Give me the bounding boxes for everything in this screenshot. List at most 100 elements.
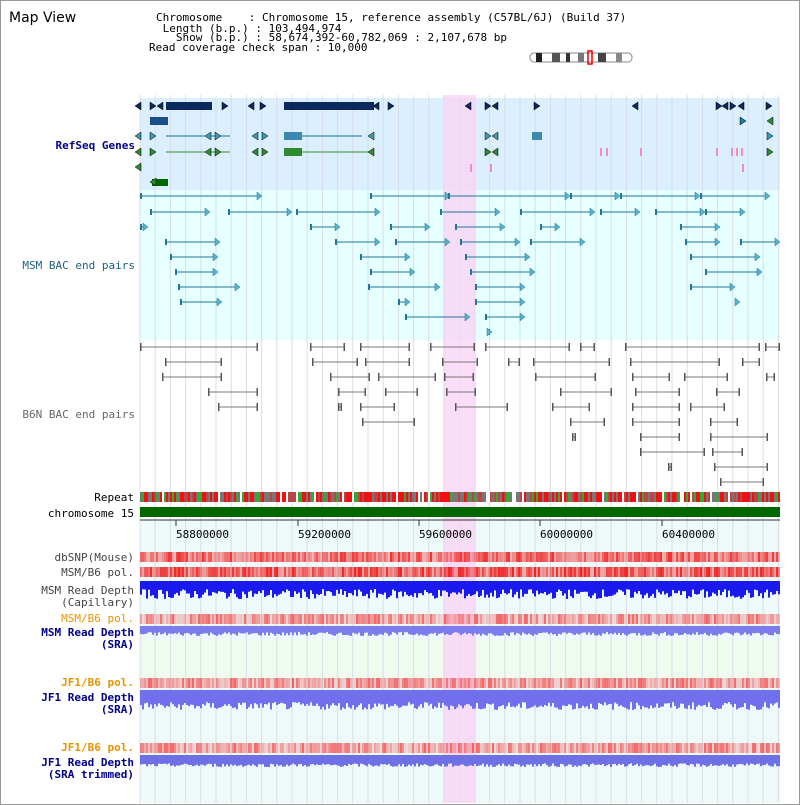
repeat-bar <box>606 492 608 502</box>
depth-bar <box>764 755 766 766</box>
heat-cell <box>170 567 172 577</box>
depth-bar <box>532 690 534 707</box>
depth-bar <box>744 581 746 596</box>
track-label-msm-b6-pol-1[interactable]: MSM/B6 pol. <box>61 566 134 579</box>
heat-cell <box>694 567 696 577</box>
repeat-bar <box>296 492 298 502</box>
heat-cell <box>624 552 626 562</box>
repeat-bar <box>156 492 158 502</box>
track-label-msm-bac[interactable]: MSM BAC end pairs <box>22 259 135 272</box>
heat-cell <box>716 743 718 753</box>
heat-cell <box>530 678 532 688</box>
depth-bar <box>612 626 614 635</box>
depth-bar <box>624 581 626 596</box>
heat-cell <box>768 678 770 688</box>
depth-bar <box>330 690 332 706</box>
repeat-bar <box>640 492 642 502</box>
heat-cell <box>526 743 528 753</box>
depth-bar <box>182 626 184 636</box>
depth-bar <box>466 755 468 767</box>
depth-bar <box>252 755 254 765</box>
depth-bar <box>200 690 202 709</box>
track-label-refseq[interactable]: RefSeq Genes <box>55 139 135 152</box>
depth-bar <box>536 690 538 708</box>
heat-cell <box>650 552 652 562</box>
track-label-dbsnp[interactable]: dbSNP(Mouse) <box>54 551 134 564</box>
track-label-jf1-b6-pol-1[interactable]: JF1/B6 pol. <box>61 676 134 689</box>
depth-bar <box>394 755 396 767</box>
heat-cell <box>630 552 632 562</box>
depth-bar <box>218 690 220 708</box>
track-label-repeat[interactable]: Repeat <box>94 491 134 504</box>
heat-cell <box>494 567 496 577</box>
heat-cell <box>364 567 366 577</box>
heat-cell <box>382 743 384 753</box>
gene-arrow <box>533 101 541 111</box>
heat-cell <box>242 614 244 624</box>
heat-cell <box>238 567 240 577</box>
heat-cell <box>486 567 488 577</box>
heat-cell <box>428 567 430 577</box>
depth-bar <box>166 690 168 706</box>
heat-cell <box>436 678 438 688</box>
depth-bar <box>342 581 344 595</box>
chromosome-ideogram[interactable] <box>529 50 633 65</box>
heat-cell <box>340 552 342 562</box>
heat-cell <box>250 743 252 753</box>
heat-cell <box>764 567 766 577</box>
track-label-jf1-b6-pol-2[interactable]: JF1/B6 pol. <box>61 741 134 754</box>
depth-bar <box>734 626 736 633</box>
depth-bar <box>664 581 666 595</box>
heat-cell <box>218 678 220 688</box>
depth-bar <box>638 755 640 767</box>
depth-bar <box>706 690 708 708</box>
depth-bar <box>550 690 552 707</box>
depth-bar <box>724 626 726 633</box>
heat-cell <box>642 552 644 562</box>
heat-cell <box>154 678 156 688</box>
repeat-bar <box>358 492 360 502</box>
repeat-bar <box>442 492 444 502</box>
track-label-msm-depth-sra[interactable]: MSM Read Depth <box>41 626 134 639</box>
depth-bar <box>172 626 174 634</box>
heat-cell <box>718 567 720 577</box>
gene-exon <box>284 102 374 110</box>
heat-cell <box>778 567 780 577</box>
track-label-jf1-depth-sra[interactable]: JF1 Read Depth <box>41 691 134 704</box>
repeat-bar <box>256 492 258 502</box>
depth-bar <box>282 581 284 592</box>
depth-bar <box>610 755 612 767</box>
heat-cell <box>160 743 162 753</box>
depth-bar <box>148 581 150 590</box>
depth-bar <box>706 755 708 767</box>
depth-bar <box>400 755 402 767</box>
depth-bar <box>464 690 466 706</box>
heat-cell <box>248 552 250 562</box>
depth-bar <box>198 755 200 767</box>
track-label-b6n-bac[interactable]: B6N BAC end pairs <box>22 408 135 421</box>
repeat-bar <box>270 492 272 502</box>
depth-bar <box>606 755 608 766</box>
repeat-bar <box>738 492 740 502</box>
depth-bar <box>546 690 548 707</box>
depth-bar <box>720 581 722 596</box>
depth-bar <box>142 626 144 635</box>
depth-bar <box>180 581 182 592</box>
heat-cell <box>148 614 150 624</box>
depth-bar <box>286 755 288 765</box>
depth-bar <box>602 690 604 706</box>
heat-cell <box>754 567 756 577</box>
bac-end <box>364 388 366 396</box>
heat-cell <box>688 678 690 688</box>
heat-cell <box>160 567 162 577</box>
track-label-jf1-depth-trimmed[interactable]: JF1 Read Depth <box>41 756 134 769</box>
repeat-bar <box>364 492 366 502</box>
heat-cell <box>156 567 158 577</box>
depth-bar <box>290 755 292 765</box>
depth-bar <box>566 626 568 634</box>
track-label-msm-b6-pol-2[interactable]: MSM/B6 pol. <box>61 612 134 625</box>
heat-cell <box>500 743 502 753</box>
track-label-msm-depth-capillary[interactable]: MSM Read Depth <box>41 584 134 597</box>
heat-cell <box>762 567 764 577</box>
depth-bar <box>652 626 654 633</box>
